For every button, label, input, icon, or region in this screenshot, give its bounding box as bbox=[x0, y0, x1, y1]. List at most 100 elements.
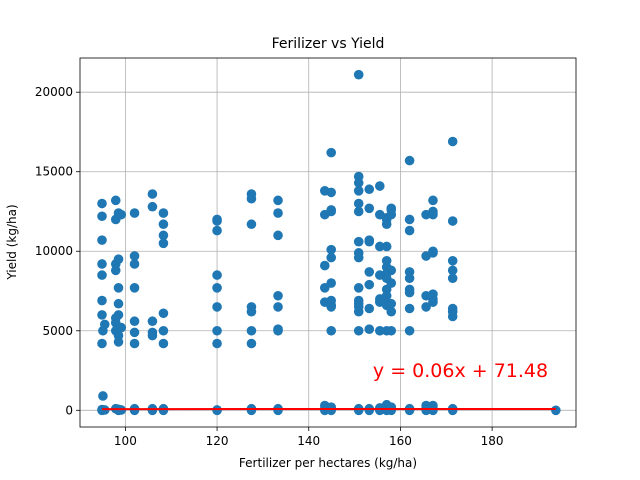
y-tick-label: 5000 bbox=[42, 324, 73, 338]
data-point bbox=[97, 211, 107, 222]
data-point bbox=[353, 69, 364, 80]
data-point bbox=[113, 254, 124, 265]
data-point bbox=[116, 322, 127, 333]
data-point bbox=[404, 303, 415, 314]
data-point bbox=[116, 209, 127, 220]
data-point bbox=[386, 278, 397, 288]
data-point bbox=[386, 325, 397, 336]
data-point bbox=[353, 186, 364, 196]
data-point bbox=[97, 338, 107, 349]
data-point bbox=[212, 338, 222, 349]
data-point bbox=[326, 325, 337, 336]
data-point bbox=[319, 260, 330, 271]
data-point bbox=[447, 265, 458, 276]
data-point bbox=[364, 405, 375, 416]
data-point bbox=[404, 287, 415, 298]
data-point bbox=[428, 195, 438, 206]
data-point bbox=[97, 235, 107, 245]
data-point bbox=[246, 306, 257, 317]
data-point bbox=[386, 209, 397, 220]
data-point bbox=[326, 302, 337, 312]
data-point bbox=[273, 405, 283, 416]
data-point bbox=[273, 230, 283, 241]
x-axis-label: Fertilizer per hectares (kg/ha) bbox=[239, 456, 417, 470]
data-point bbox=[428, 405, 438, 416]
data-point bbox=[97, 405, 107, 416]
data-point bbox=[375, 325, 385, 336]
x-tick-label: 160 bbox=[389, 434, 412, 448]
data-point bbox=[212, 270, 222, 280]
data-point bbox=[273, 195, 283, 206]
data-point bbox=[364, 236, 375, 247]
data-point bbox=[326, 405, 337, 416]
data-point bbox=[364, 203, 375, 214]
data-point bbox=[129, 327, 140, 338]
data-point bbox=[447, 136, 458, 147]
data-point bbox=[353, 236, 364, 247]
x-tick-label: 180 bbox=[481, 434, 504, 448]
data-point bbox=[375, 181, 385, 191]
data-point bbox=[428, 248, 438, 258]
data-point bbox=[273, 302, 283, 312]
data-point bbox=[158, 219, 169, 230]
data-point bbox=[404, 214, 415, 225]
data-point bbox=[364, 303, 375, 314]
data-point bbox=[353, 198, 364, 209]
data-point bbox=[326, 252, 337, 263]
data-point bbox=[246, 338, 257, 349]
data-point bbox=[246, 405, 257, 416]
data-point bbox=[326, 187, 337, 198]
y-axis-label: Yield (kg/ha) bbox=[5, 204, 19, 280]
data-point bbox=[129, 338, 140, 349]
data-point bbox=[273, 325, 283, 336]
data-point bbox=[375, 241, 385, 252]
data-point bbox=[98, 325, 108, 336]
data-point bbox=[326, 244, 337, 255]
data-point bbox=[113, 283, 124, 293]
data-point bbox=[246, 193, 257, 204]
data-point bbox=[421, 302, 431, 312]
x-tick-label: 120 bbox=[206, 434, 229, 448]
data-point bbox=[447, 311, 458, 322]
data-point bbox=[129, 405, 140, 416]
data-point bbox=[447, 405, 458, 416]
data-point bbox=[147, 330, 158, 341]
data-point bbox=[381, 241, 392, 252]
data-point bbox=[246, 325, 257, 336]
data-point bbox=[129, 208, 140, 218]
data-point bbox=[404, 225, 415, 236]
data-point bbox=[129, 316, 140, 327]
y-tick-label: 20000 bbox=[35, 85, 73, 99]
data-point bbox=[212, 283, 222, 293]
data-point bbox=[447, 216, 458, 226]
data-point bbox=[158, 208, 169, 218]
data-point bbox=[113, 298, 124, 309]
data-point bbox=[212, 225, 222, 236]
data-point bbox=[353, 283, 364, 293]
data-point bbox=[212, 325, 222, 336]
data-point bbox=[129, 283, 140, 293]
axis-ticks: 100 120 140 160 180 0 5000 10000 15000 20000 bbox=[35, 85, 504, 448]
data-point bbox=[386, 298, 397, 309]
data-point bbox=[129, 251, 140, 261]
data-point bbox=[98, 391, 108, 401]
y-tick-label: 0 bbox=[65, 403, 73, 417]
data-point bbox=[147, 316, 158, 327]
data-point bbox=[158, 230, 169, 241]
data-point bbox=[110, 195, 121, 206]
data-point bbox=[97, 295, 107, 306]
data-point bbox=[326, 278, 337, 288]
data-point bbox=[428, 297, 438, 307]
data-point bbox=[404, 155, 415, 166]
data-point bbox=[386, 405, 397, 416]
data-point bbox=[353, 178, 364, 188]
data-point bbox=[381, 219, 392, 230]
x-tick-label: 100 bbox=[114, 434, 137, 448]
data-point bbox=[364, 324, 375, 334]
data-point bbox=[246, 219, 257, 230]
data-point bbox=[447, 273, 458, 284]
data-point bbox=[212, 216, 222, 226]
data-point bbox=[428, 209, 438, 220]
data-point bbox=[147, 405, 158, 416]
